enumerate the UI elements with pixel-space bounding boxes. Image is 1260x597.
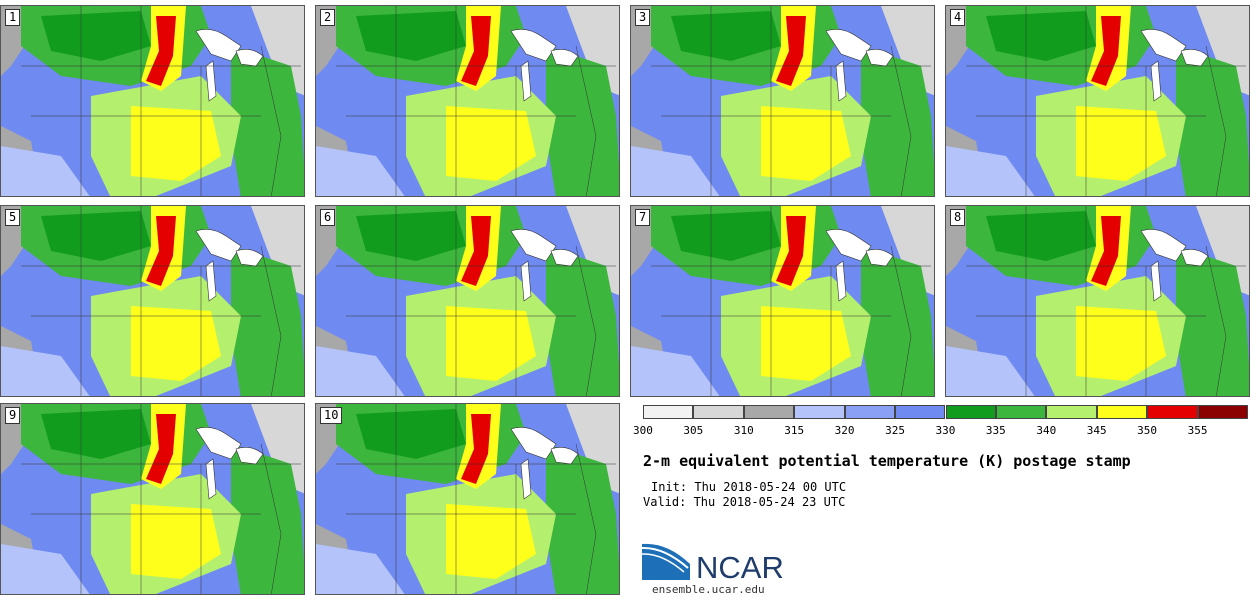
- legend-swatch: [945, 405, 996, 419]
- panel-number: 6: [320, 209, 336, 226]
- legend-swatch: [743, 405, 795, 419]
- panel-number: 7: [635, 209, 651, 226]
- map-panel-4: 4: [945, 5, 1250, 197]
- legend-label: 325: [885, 424, 905, 437]
- panel-number: 3: [635, 9, 651, 26]
- panel-number: 4: [950, 9, 966, 26]
- plot-title: 2-m equivalent potential temperature (K)…: [643, 452, 1131, 470]
- panel-number: 10: [320, 407, 343, 424]
- map-panel-7: 7: [630, 205, 935, 397]
- map-panel-1: 1: [0, 5, 305, 197]
- legend-label: 300: [633, 424, 653, 437]
- legend-label: 315: [784, 424, 805, 437]
- legend-swatch: [1046, 405, 1097, 419]
- legend-label: 355: [1187, 424, 1208, 437]
- legend-label: 335: [985, 424, 1006, 437]
- legend-label: 340: [1036, 424, 1057, 437]
- map-panel-6: 6: [315, 205, 620, 397]
- panel-number: 2: [320, 9, 336, 26]
- panel-number: 9: [5, 407, 21, 424]
- legend-label: 345: [1086, 424, 1107, 437]
- legend-label: 310: [733, 424, 754, 437]
- site-url: ensemble.ucar.edu: [652, 583, 765, 596]
- panel-number: 1: [5, 9, 21, 26]
- panel-number: 8: [950, 209, 966, 226]
- valid-time: Valid: Thu 2018-05-24 23 UTC: [643, 495, 846, 509]
- ncar-logo: NCAR: [641, 540, 792, 585]
- logo-wordmark: NCAR: [696, 550, 784, 582]
- legend-swatch: [895, 405, 946, 419]
- init-time: Init: Thu 2018-05-24 00 UTC: [651, 480, 847, 494]
- color-legend: [643, 405, 1248, 419]
- map-panel-10: 10: [315, 403, 620, 595]
- panel-number: 5: [5, 209, 21, 226]
- legend-swatch: [643, 405, 694, 419]
- legend-swatch: [1147, 405, 1198, 419]
- legend-label: 305: [683, 424, 704, 437]
- map-panel-2: 2: [315, 5, 620, 197]
- legend-swatch: [794, 405, 845, 419]
- legend-swatch: [995, 405, 1047, 419]
- map-panel-5: 5: [0, 205, 305, 397]
- map-panel-9: 9: [0, 403, 305, 595]
- map-panel-3: 3: [630, 5, 935, 197]
- legend-swatch: [844, 405, 896, 419]
- legend-label: 350: [1137, 424, 1158, 437]
- legend-label: 320: [834, 424, 855, 437]
- legend-label: 330: [935, 424, 956, 437]
- map-panel-8: 8: [945, 205, 1250, 397]
- legend-swatch: [693, 405, 744, 419]
- legend-swatch: [1096, 405, 1148, 419]
- legend-swatch: [1197, 405, 1248, 419]
